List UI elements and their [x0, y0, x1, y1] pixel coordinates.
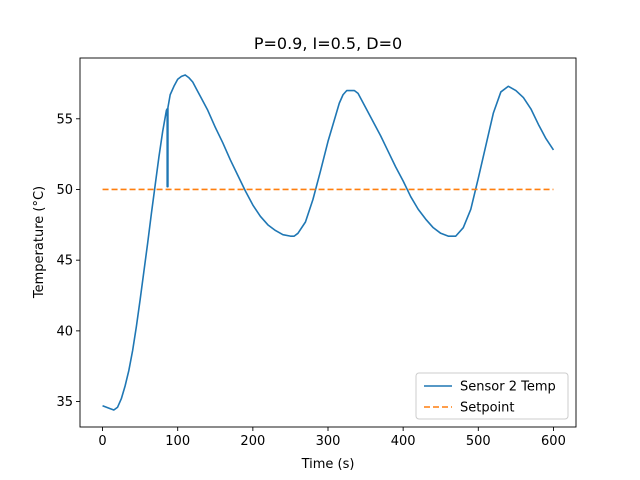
legend-label-1: Setpoint: [460, 401, 515, 416]
legend-box: [415, 372, 569, 420]
x-tick-label: 400: [391, 434, 416, 449]
legend-label-0: Sensor 2 Temp: [460, 380, 556, 395]
x-axis-label: Time (s): [301, 457, 355, 472]
plot-area: [102, 74, 555, 411]
y-tick-label: 50: [56, 183, 73, 198]
x-tick-label: 0: [98, 434, 106, 449]
x-tick-label: 200: [240, 434, 265, 449]
x-tick-label: 300: [316, 434, 341, 449]
x-tick-label: 600: [541, 434, 566, 449]
x-tick-label: 100: [165, 434, 190, 449]
series-line-0-segment-0: [102, 74, 555, 411]
y-tick-label: 45: [56, 254, 73, 269]
x-tick-label: 500: [466, 434, 491, 449]
y-tick-label: 40: [56, 324, 73, 339]
legend: Sensor 2 Temp Setpoint: [415, 372, 569, 420]
y-tick-label: 35: [56, 395, 73, 410]
chart-title: P=0.9, I=0.5, D=0: [254, 34, 402, 53]
y-tick-label: 55: [56, 112, 73, 127]
axes: 0 100 200 300 400 500 600 35 40 45 50 55: [56, 57, 577, 449]
y-axis-label: Temperature (°C): [32, 186, 47, 299]
